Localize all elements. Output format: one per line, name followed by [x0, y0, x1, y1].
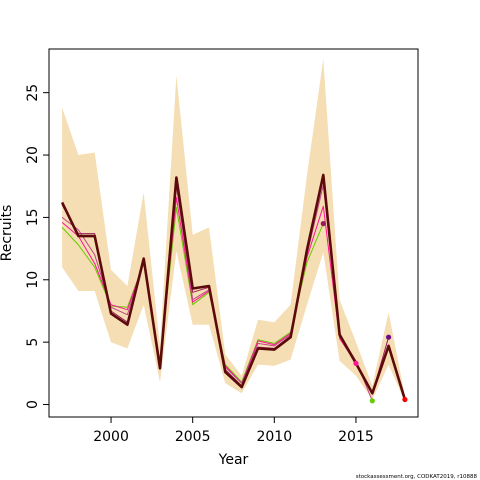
- y-tick-label-20: 20: [25, 146, 41, 164]
- terminal-point-2017: [386, 334, 392, 340]
- terminal-point-2018: [402, 396, 408, 403]
- y-tick-label-15: 15: [25, 208, 41, 226]
- y-tick-label-5: 5: [25, 338, 41, 347]
- x-tick-label-2015: 2015: [338, 429, 374, 445]
- terminal-point-layer: [320, 221, 408, 404]
- confidence-band: [62, 59, 405, 402]
- y-axis-title: Recruits: [0, 205, 15, 262]
- series-line-main: [60, 173, 407, 400]
- terminal-point-2013: [320, 221, 326, 227]
- x-tick-label-2010: 2010: [256, 429, 292, 445]
- terminal-point-2016: [369, 398, 375, 404]
- axis-layer: 2000 2005 2010 2015 0 5 10 15 20 25: [25, 84, 374, 445]
- x-tick-label-2000: 2000: [93, 429, 129, 445]
- y-tick-label-10: 10: [25, 271, 41, 289]
- series-layer: [60, 173, 407, 401]
- x-axis-title: Year: [218, 452, 249, 468]
- x-tick-label-2005: 2005: [175, 429, 211, 445]
- y-tick-label-25: 25: [25, 84, 41, 102]
- footnote: stockassessment.org, CODKAT2019, r10888: [356, 474, 478, 480]
- terminal-point-2015: [353, 360, 359, 366]
- y-tick-label-0: 0: [25, 400, 41, 409]
- plot-frame: [48, 48, 419, 418]
- confidence-band-layer: [62, 59, 405, 402]
